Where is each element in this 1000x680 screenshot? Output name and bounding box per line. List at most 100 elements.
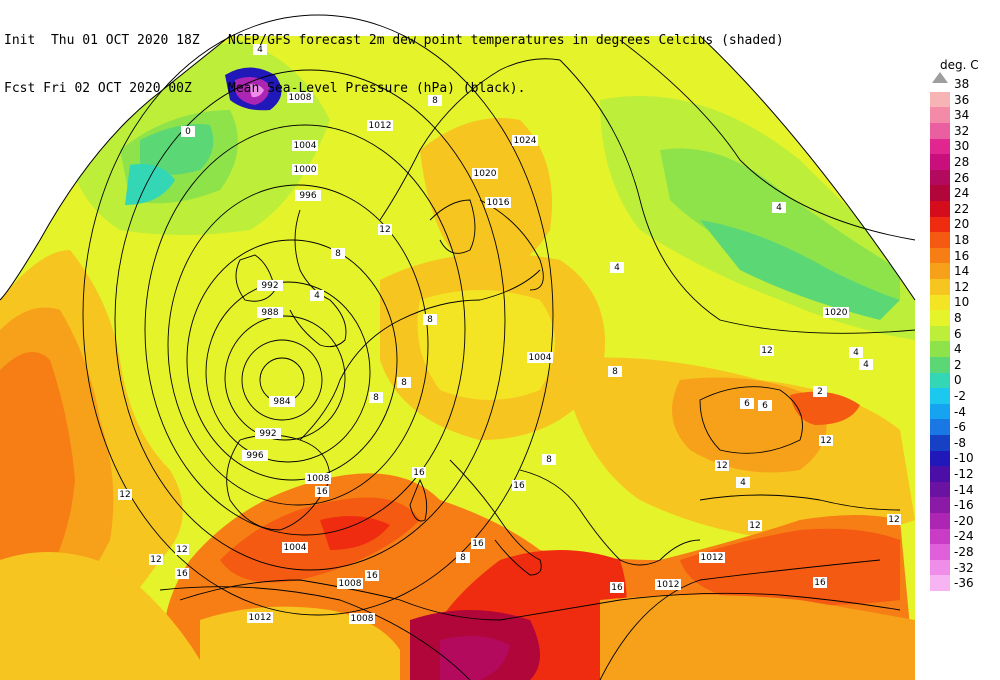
shading-label-box [512,480,526,491]
legend-swatch [930,123,950,139]
legend-label: -10 [954,451,974,466]
shading-label: 16 [316,487,328,497]
isobar-label-box [367,120,393,131]
isobar-label-box [485,197,511,208]
shading-label-box [819,435,833,446]
legend-swatch [930,232,950,248]
shading-label-box [859,359,873,370]
legend-label: 14 [954,264,970,279]
isobar-label: 1008 [307,474,330,484]
shading-label-box [397,377,411,388]
isobar-label-box [699,552,725,563]
legend-label: -36 [954,576,974,591]
shading-label: 8 [546,455,552,465]
isobar-label-box [269,396,295,407]
shading-label-box [412,467,426,478]
legend-overflow-triangle-icon [932,72,948,83]
legend-swatch [930,372,950,389]
legend-label: 18 [954,233,970,247]
legend-swatch [930,247,950,264]
shading-label: 12 [820,436,831,446]
isobar-label-box [292,164,318,175]
legend-swatch [930,513,950,529]
map-boundary [0,35,916,301]
shading-label: 12 [888,515,899,525]
shading-label-box [740,398,754,409]
coastlines [179,58,901,621]
shading-label: 4 [863,360,869,370]
shading-label: 12 [761,346,772,356]
legend-label: 30 [954,139,970,154]
shading-label-box [378,224,392,235]
map-title: NCEP/GFS forecast 2m dew point temperatu… [228,1,784,113]
shading-label-box [118,489,132,500]
legend-swatch [930,107,950,123]
shading-label-box [471,538,485,549]
isobar-label-box [337,578,363,589]
shading-label: 16 [611,583,623,593]
legend-swatch [930,481,950,498]
shading-label: 8 [401,378,407,388]
shading-label: 16 [176,569,188,579]
shading-label-box [315,486,329,497]
isobar-label: 1012 [701,553,724,563]
shading-label-box [331,248,345,259]
isobar-label: 1020 [825,308,848,318]
isobar-label: 996 [246,451,263,461]
legend-label: 34 [954,108,970,123]
isobar-label: 1012 [249,613,272,623]
legend-swatch [930,357,950,373]
legend-label: 32 [954,123,970,138]
legend-label: -32 [954,560,974,575]
shading-label: 16 [814,578,826,588]
shading-label: 4 [257,45,263,55]
isobar-label: 1004 [284,543,307,553]
shading-label: 12 [749,521,760,531]
isobar-label: 1012 [657,580,680,590]
shading-label: 16 [366,571,378,581]
legend-label: -4 [954,404,966,419]
shading-label-box [813,386,827,397]
isobar-label: 996 [299,191,316,201]
shading-label: 8 [460,553,466,563]
shading-label-box [772,202,786,213]
legend-swatch [930,575,950,591]
isobar-label-box [527,352,553,363]
shading-label-box [758,400,772,411]
shading-label-box [423,314,437,325]
isobar-label-box [292,140,318,151]
legend-label: -20 [954,513,974,528]
shading-label-box [253,44,267,55]
isobar-label-box [257,280,283,291]
shading-label-box [610,582,624,593]
shading-label-box [610,262,624,273]
shading-label: 6 [744,399,750,409]
isobar-label-box [295,190,321,201]
shading-label: 16 [472,539,484,549]
shading-label-box [760,345,774,356]
legend-label: 24 [954,186,970,201]
shading-label: 16 [413,468,425,478]
dew-point-map: 1008 1012 1004 1000 996 992 988 984 992 996 1008 10… [0,14,916,680]
shading-label: 8 [432,96,438,106]
isobar-label: 1020 [474,169,497,179]
isobar-label: 1000 [294,165,317,175]
shading-label: 12 [716,461,727,471]
shading-label: 4 [740,478,746,488]
isobar-labels: 1008 1012 1004 1000 996 992 988 984 992 996 1008 10… [242,92,849,624]
isobar-label: 1012 [369,121,392,131]
shading-label: 12 [176,545,187,555]
shading-label-box [175,568,189,579]
shading-label: 4 [614,263,620,273]
legend-label: 36 [954,92,970,107]
legend-label: 6 [954,326,962,341]
shading-label: 12 [119,490,130,500]
shading-label: 8 [373,393,379,403]
legend-swatch [930,435,950,451]
shaded-field [0,36,915,680]
shading-label-box [887,514,901,525]
isobar-label: 992 [259,429,276,439]
shading-label: 4 [853,348,859,358]
isobar-label: 988 [261,308,278,318]
shading-labels: 4088481288481216161616161612121212128446… [118,44,901,593]
